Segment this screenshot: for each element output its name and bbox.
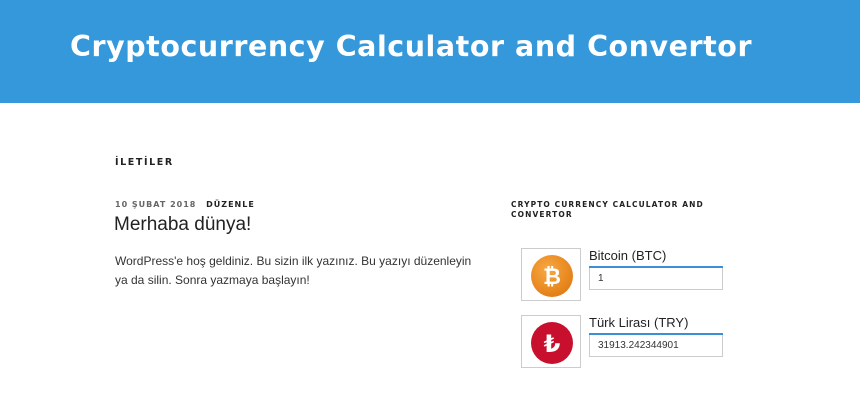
- bitcoin-icon: ₿: [531, 255, 573, 297]
- post-date[interactable]: 10 ŞUBAT 2018: [115, 200, 197, 209]
- to-amount-input[interactable]: [589, 335, 723, 357]
- to-currency-row: ₺ Türk Lirası (TRY): [521, 315, 726, 368]
- post-meta: 10 ŞUBAT 2018 DÜZENLE: [115, 200, 255, 209]
- post-edit-link[interactable]: DÜZENLE: [206, 200, 255, 209]
- lira-symbol: ₺: [544, 330, 561, 358]
- to-currency-icon-box[interactable]: ₺: [521, 315, 581, 368]
- post-title[interactable]: Merhaba dünya!: [114, 214, 252, 235]
- turkish-lira-icon: ₺: [531, 322, 573, 364]
- bitcoin-symbol: ₿: [543, 265, 561, 290]
- from-currency-icon-box[interactable]: ₿: [521, 248, 581, 301]
- post-body: WordPress'e hoş geldiniz. Bu sizin ilk y…: [115, 254, 472, 287]
- from-currency-label[interactable]: Bitcoin (BTC): [589, 248, 667, 263]
- from-currency-underline: [589, 266, 723, 268]
- to-currency-underline: [589, 333, 723, 335]
- widget-title: CRYPTO CURRENCY CALCULATOR AND CONVERTOR: [511, 200, 704, 219]
- from-currency-row: ₿ Bitcoin (BTC): [521, 248, 726, 301]
- posts-section-heading: İLETİLER: [115, 157, 174, 168]
- to-currency-label[interactable]: Türk Lirası (TRY): [589, 315, 689, 330]
- banner-title: Cryptocurrency Calculator and Convertor: [70, 30, 753, 63]
- header-banner: Cryptocurrency Calculator and Convertor: [0, 0, 860, 103]
- from-amount-input[interactable]: [589, 268, 723, 290]
